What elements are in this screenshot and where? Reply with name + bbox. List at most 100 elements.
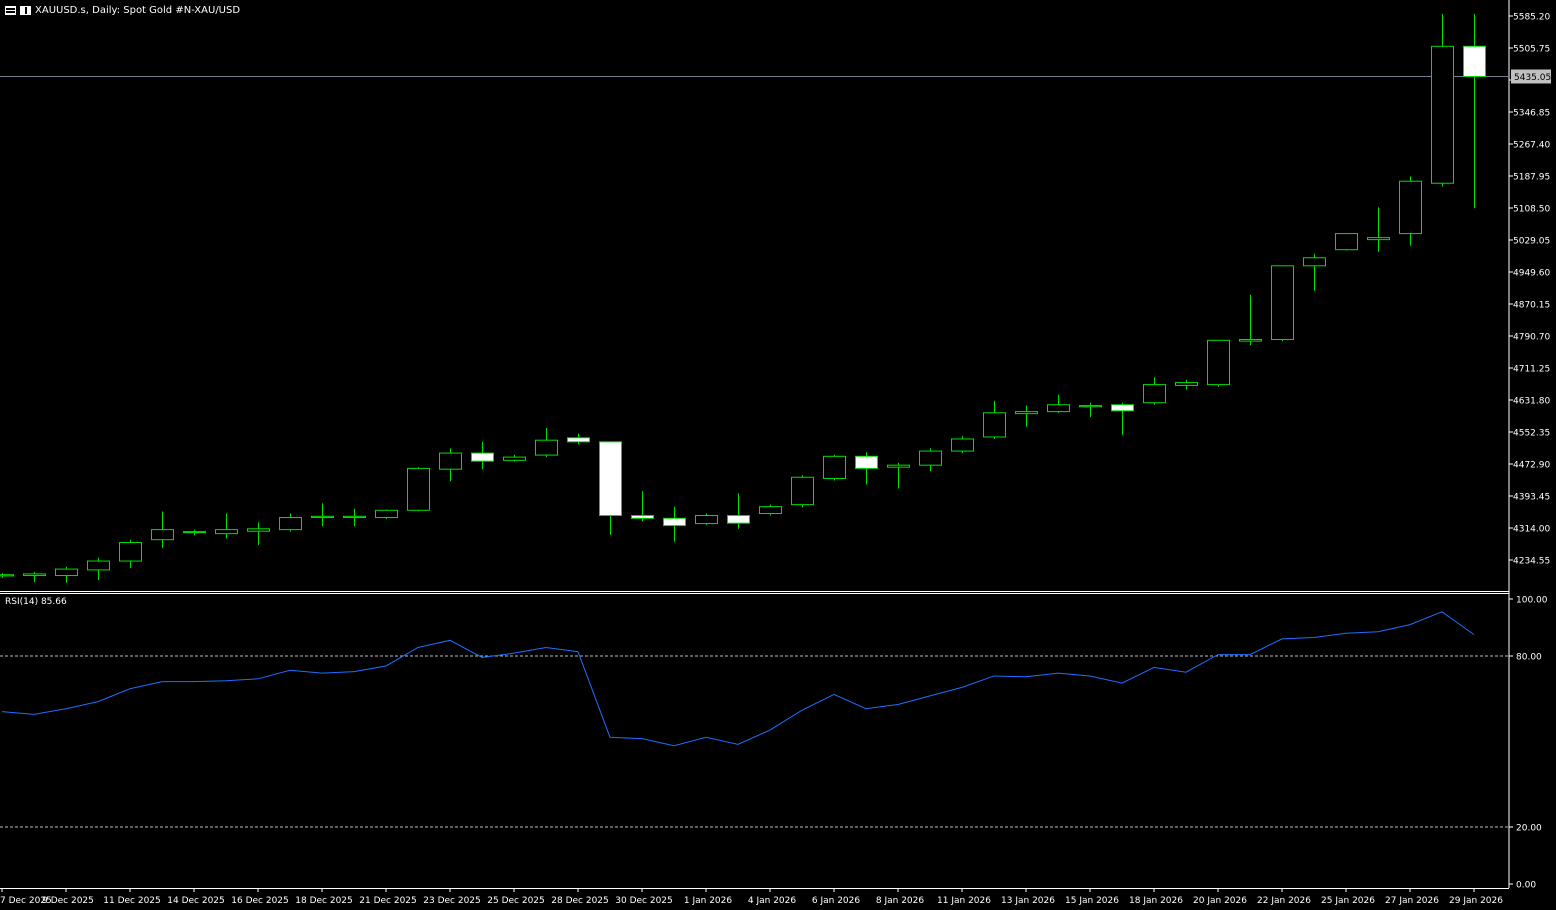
candle [759, 504, 782, 516]
time-tick-label: 25 Jan 2026 [1321, 896, 1375, 906]
candle-body [119, 541, 142, 562]
time-tick-label: 23 Dec 2025 [423, 896, 481, 906]
time-tick-label: 9 Dec 2025 [42, 896, 94, 906]
time-tick-label: 8 Jan 2026 [876, 896, 924, 906]
time-tick-label: 18 Jan 2026 [1129, 896, 1183, 906]
candle [1399, 176, 1422, 246]
candle [791, 475, 814, 508]
candle-body [87, 560, 110, 571]
time-tick-label: 14 Dec 2025 [167, 896, 225, 906]
candle [55, 566, 78, 583]
candle [119, 539, 142, 568]
candle-body [1015, 411, 1038, 415]
chart-title: XAUUSD.s, Daily: Spot Gold #N-XAU/USD [35, 4, 241, 16]
chart-header: XAUUSD.s, Daily: Spot Gold #N-XAU/USD [5, 3, 240, 17]
candle [599, 441, 622, 535]
price-tick-label: 4472.90 [1513, 461, 1550, 471]
time-tick-label: 29 Jan 2026 [1449, 896, 1503, 906]
candle-body [855, 455, 878, 469]
time-tick-label: 15 Jan 2026 [1065, 896, 1119, 906]
candle-body [1047, 404, 1070, 413]
candle-body [631, 515, 654, 519]
candle [1239, 294, 1262, 346]
candle [1015, 405, 1038, 427]
chart-window-icon[interactable] [5, 5, 16, 15]
time-tick-label: 11 Dec 2025 [103, 896, 161, 906]
candle-body [1111, 404, 1134, 412]
candle [439, 448, 462, 482]
candle [151, 511, 174, 548]
candle [1431, 14, 1454, 187]
rsi-tick-label: 20.00 [1516, 824, 1542, 834]
candle [695, 513, 718, 525]
time-tick-label: 21 Dec 2025 [359, 896, 417, 906]
time-tick-label: 30 Dec 2025 [615, 896, 673, 906]
price-tick-label: 5108.50 [1513, 205, 1550, 215]
candle [1079, 402, 1102, 417]
candle-body [1175, 382, 1198, 386]
price-tick-label: 5029.05 [1513, 237, 1550, 247]
candle-body [1079, 405, 1102, 408]
candle-body [919, 450, 942, 466]
candle-body [1399, 180, 1422, 235]
candle [1335, 233, 1358, 251]
candle [1047, 394, 1070, 413]
candle [1175, 379, 1198, 390]
candle [247, 522, 270, 545]
price-tick-label: 4393.45 [1513, 493, 1550, 503]
current-price-box [1511, 69, 1551, 84]
candle [23, 571, 46, 582]
rsi-series [1, 611, 1475, 747]
candle-body [247, 528, 270, 532]
candle-body [1431, 45, 1454, 184]
candle-body [599, 441, 622, 517]
time-tick-label: 25 Dec 2025 [487, 896, 545, 906]
candle [183, 529, 206, 536]
price-tick-label: 4234.55 [1513, 557, 1550, 567]
candle-body [1335, 233, 1358, 251]
candle-body [1463, 45, 1486, 77]
time-tick-label: 6 Jan 2026 [812, 896, 860, 906]
price-axis: 5585.205505.755426.305346.855267.405187.… [0, 13, 1551, 567]
candle-body [55, 568, 78, 577]
candle [1463, 14, 1486, 209]
candle-body [1367, 237, 1390, 241]
candle-body [1303, 257, 1326, 267]
candle-body [983, 412, 1006, 438]
price-tick-label: 4949.60 [1513, 269, 1550, 279]
candle-body [727, 515, 750, 524]
chart-frame [0, 0, 1510, 889]
time-tick-label: 27 Jan 2026 [1385, 896, 1439, 906]
candle [279, 513, 302, 532]
candle-body [343, 515, 366, 519]
candle [1143, 377, 1166, 405]
candle-body [23, 573, 46, 577]
rsi-label: RSI(14) 85.66 [5, 597, 67, 607]
candle [1303, 253, 1326, 291]
candle [887, 462, 910, 489]
price-tick-label: 5267.40 [1513, 141, 1550, 151]
candle-body [407, 467, 430, 511]
time-tick-label: 4 Jan 2026 [748, 896, 796, 906]
time-tick-label: 22 Jan 2026 [1257, 896, 1311, 906]
price-tick-label: 5585.20 [1513, 13, 1550, 23]
candles-icon[interactable] [20, 5, 31, 15]
candle-body [151, 529, 174, 541]
candle [951, 436, 974, 454]
candle [1271, 265, 1294, 342]
price-tick-label: 4870.15 [1513, 301, 1550, 311]
time-tick-label: 11 Jan 2026 [937, 896, 991, 906]
candle [663, 506, 686, 542]
candle-body [567, 437, 590, 443]
candle [87, 557, 110, 580]
price-tick-label: 4711.25 [1513, 365, 1550, 375]
rsi-line [1, 611, 1475, 747]
rsi-axis: 100.00 80.00 20.00 0.00 [0, 596, 1548, 891]
candle-body [311, 515, 334, 519]
price-tick-label: 5187.95 [1513, 173, 1550, 183]
price-tick-label: 4552.35 [1513, 429, 1550, 439]
price-tick-label: 4790.70 [1513, 333, 1550, 343]
candle-body [887, 464, 910, 468]
time-tick-label: 20 Jan 2026 [1193, 896, 1247, 906]
